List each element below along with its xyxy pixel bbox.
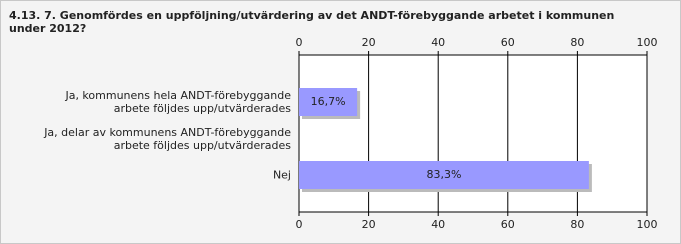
x-tick-label: 20 <box>362 36 376 49</box>
x-tick-label: 60 <box>501 36 515 49</box>
x-tick-label: 20 <box>362 218 376 231</box>
x-tick-label: 80 <box>570 36 584 49</box>
x-tick-label: 100 <box>637 36 658 49</box>
y-tick-label: Nej <box>272 168 291 182</box>
x-tick-label: 60 <box>501 218 515 231</box>
y-tick-label: Ja, delar av kommunens ANDT-förebyggande… <box>44 125 291 152</box>
x-tick-label: 80 <box>570 218 584 231</box>
bar <box>299 161 589 189</box>
x-tick-label: 100 <box>637 218 658 231</box>
value-label: 16,7% <box>311 95 346 108</box>
x-tick-label: 40 <box>431 218 445 231</box>
value-label: 83,3% <box>426 168 461 181</box>
x-tick-label: 0 <box>296 218 303 231</box>
bar <box>299 88 358 116</box>
chart-title: 4.13. 7. Genomfördes en uppföljning/utvä… <box>9 9 615 35</box>
y-tick-label: Ja, kommunens hela ANDT-förebyggande arb… <box>65 89 291 115</box>
x-tick-label: 0 <box>296 36 303 49</box>
x-tick-label: 40 <box>431 36 445 49</box>
